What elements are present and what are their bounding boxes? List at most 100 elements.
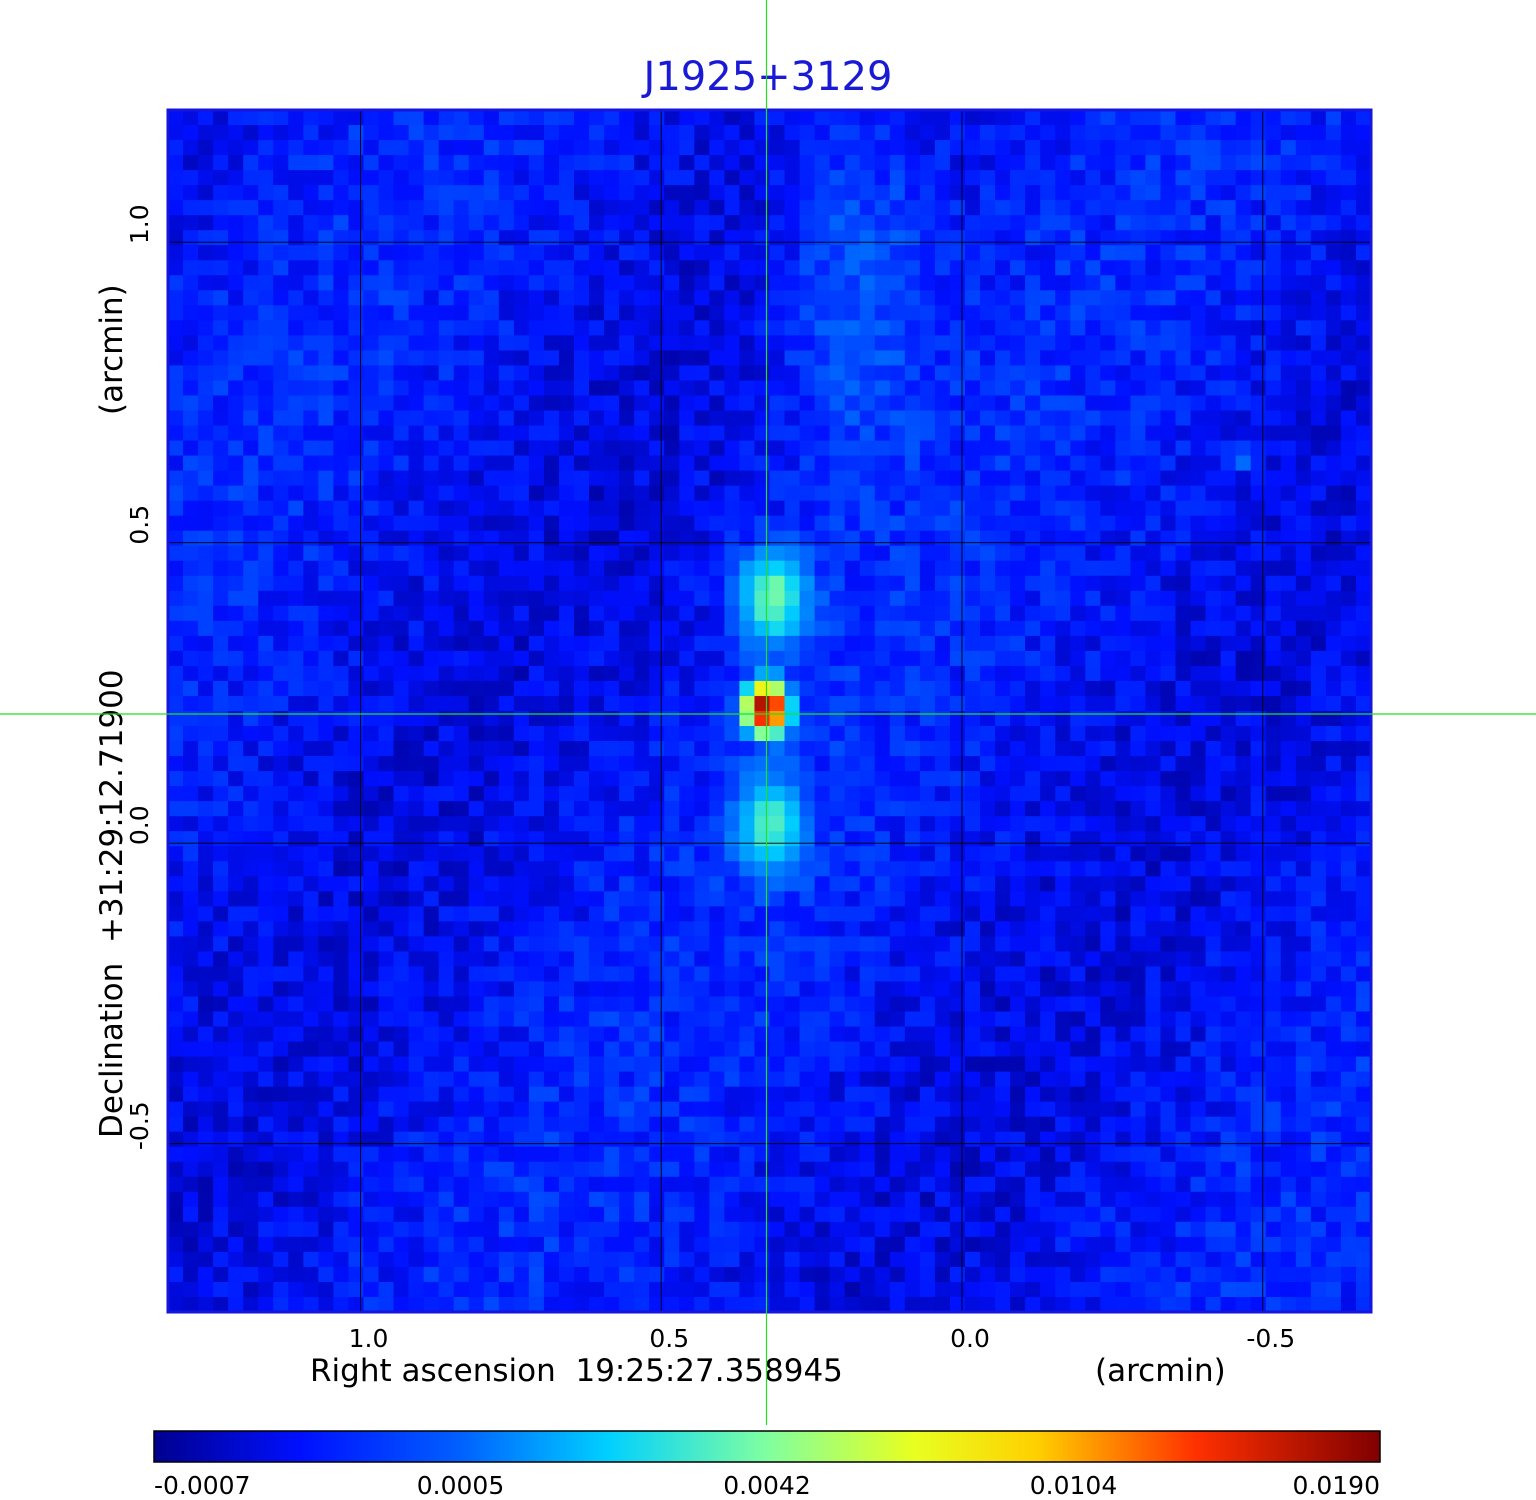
heatmap-cell xyxy=(724,470,741,487)
heatmap-cell xyxy=(528,1131,545,1148)
image-plot-area[interactable] xyxy=(168,110,1372,1313)
heatmap-cell xyxy=(934,1251,951,1268)
heatmap-cell xyxy=(934,665,951,682)
heatmap-cell xyxy=(604,1296,620,1312)
heatmap-cell xyxy=(213,1296,229,1312)
heatmap-cell xyxy=(604,155,620,171)
heatmap-cell xyxy=(619,305,635,321)
heatmap-cell xyxy=(1100,560,1116,577)
heatmap-cell xyxy=(483,200,500,216)
heatmap-cell xyxy=(844,275,861,291)
heatmap-cell xyxy=(468,605,485,622)
heatmap-cell xyxy=(619,816,635,832)
heatmap-cell xyxy=(739,140,756,156)
heatmap-cell xyxy=(273,620,289,637)
heatmap-cell xyxy=(273,335,289,352)
heatmap-cell xyxy=(664,215,680,231)
heatmap-cell xyxy=(844,665,861,682)
heatmap-cell xyxy=(243,530,259,547)
heatmap-cell xyxy=(634,1266,650,1283)
heatmap-cell xyxy=(303,455,319,472)
heatmap-cell xyxy=(423,335,440,352)
heatmap-cell xyxy=(799,1056,816,1073)
heatmap-cell xyxy=(964,1101,981,1118)
heatmap-cell xyxy=(273,500,289,517)
heatmap-cell xyxy=(423,1116,440,1133)
heatmap-cell xyxy=(498,185,515,201)
heatmap-cell xyxy=(498,1191,515,1208)
heatmap-cell xyxy=(303,951,319,968)
heatmap-cell xyxy=(724,1041,741,1058)
heatmap-cell xyxy=(168,726,184,742)
heatmap-cell xyxy=(739,575,756,592)
heatmap-cell xyxy=(498,650,515,667)
heatmap-cell xyxy=(543,200,560,216)
heatmap-cell xyxy=(1085,125,1101,141)
heatmap-cell xyxy=(363,1101,380,1118)
heatmap-cell xyxy=(423,861,440,877)
heatmap-cell xyxy=(393,680,410,697)
heatmap-cell xyxy=(1040,545,1056,562)
heatmap-cell xyxy=(649,1236,665,1253)
heatmap-cell xyxy=(889,545,906,562)
heatmap-cell xyxy=(483,846,500,862)
heatmap-cell xyxy=(333,756,350,772)
heatmap-cell xyxy=(619,1071,635,1088)
heatmap-cell xyxy=(964,635,981,652)
heatmap-cell xyxy=(949,1146,966,1163)
heatmap-cell xyxy=(228,861,244,877)
heatmap-cell xyxy=(468,245,485,261)
heatmap-cell xyxy=(378,530,395,547)
heatmap-cell xyxy=(799,125,816,141)
heatmap-cell xyxy=(183,230,199,246)
heatmap-cell xyxy=(288,891,304,907)
heatmap-cell xyxy=(288,365,304,382)
heatmap-cell xyxy=(363,320,380,336)
heatmap-cell xyxy=(303,861,319,877)
heatmap-cell xyxy=(243,1251,259,1268)
heatmap-cell xyxy=(1040,771,1056,787)
heatmap-cell xyxy=(980,575,996,592)
heatmap-cell xyxy=(889,230,906,246)
heatmap-cell xyxy=(1085,485,1101,502)
heatmap-cell xyxy=(453,365,470,382)
heatmap-cell xyxy=(213,1026,229,1043)
heatmap-cell xyxy=(258,846,274,862)
heatmap-cell xyxy=(769,410,786,427)
heatmap-cell xyxy=(574,485,590,502)
heatmap-cell xyxy=(348,1266,365,1283)
heatmap-cell xyxy=(198,1281,214,1298)
heatmap-cell xyxy=(483,590,500,607)
heatmap-cell xyxy=(1040,1266,1056,1283)
heatmap-cell xyxy=(558,1296,575,1312)
heatmap-cell xyxy=(513,1116,530,1133)
heatmap-cell xyxy=(198,590,214,607)
heatmap-cell xyxy=(634,756,650,772)
heatmap-cell xyxy=(859,936,876,953)
heatmap-cell xyxy=(378,891,395,907)
heatmap-cell xyxy=(784,1176,801,1193)
heatmap-cell xyxy=(784,1191,801,1208)
heatmap-cell xyxy=(1085,380,1101,397)
heatmap-cell xyxy=(393,1071,410,1088)
heatmap-cell xyxy=(1055,1161,1071,1178)
heatmap-cell xyxy=(904,335,921,352)
heatmap-cell xyxy=(1010,260,1026,276)
heatmap-cell xyxy=(589,1086,605,1103)
heatmap-cell xyxy=(273,1221,289,1238)
heatmap-cell xyxy=(844,1191,861,1208)
heatmap-cell xyxy=(754,275,771,291)
heatmap-cell xyxy=(1010,861,1026,877)
heatmap-cell xyxy=(1010,1026,1026,1043)
heatmap-cell xyxy=(799,846,816,862)
heatmap-cell xyxy=(814,1086,831,1103)
heatmap-cell xyxy=(1085,275,1101,291)
heatmap-cell xyxy=(964,966,981,983)
heatmap-cell xyxy=(934,635,951,652)
heatmap-cell xyxy=(1100,230,1116,246)
heatmap-cell xyxy=(769,1251,786,1268)
heatmap-cell xyxy=(168,1191,184,1208)
heatmap-cell xyxy=(964,1086,981,1103)
heatmap-cell xyxy=(483,290,500,306)
heatmap-cell xyxy=(784,395,801,412)
